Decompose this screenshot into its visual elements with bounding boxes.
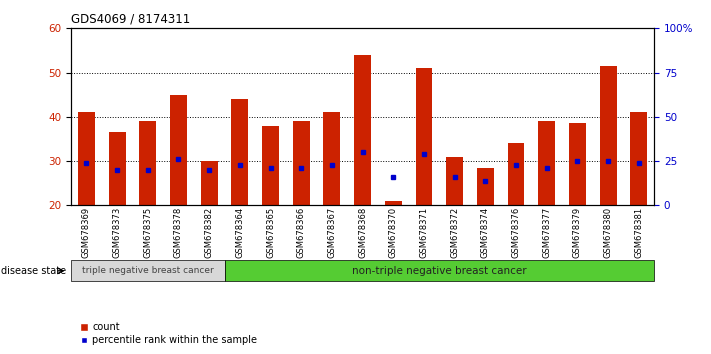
Bar — [232, 99, 248, 205]
Bar — [293, 121, 310, 205]
Bar — [324, 113, 341, 205]
Bar — [415, 68, 432, 205]
Text: non-triple negative breast cancer: non-triple negative breast cancer — [352, 266, 527, 276]
Bar — [201, 161, 218, 205]
Bar — [477, 168, 493, 205]
Bar — [354, 55, 371, 205]
Bar — [78, 113, 95, 205]
Bar — [569, 124, 586, 205]
Bar — [262, 126, 279, 205]
Bar — [599, 66, 616, 205]
Text: GDS4069 / 8174311: GDS4069 / 8174311 — [71, 12, 191, 25]
Bar — [538, 121, 555, 205]
Bar — [170, 95, 187, 205]
Text: disease state: disease state — [1, 266, 66, 276]
Bar — [139, 121, 156, 205]
Bar — [631, 113, 647, 205]
Bar — [508, 143, 525, 205]
Bar — [385, 201, 402, 205]
Text: triple negative breast cancer: triple negative breast cancer — [82, 266, 214, 275]
Bar — [109, 132, 126, 205]
Legend: count, percentile rank within the sample: count, percentile rank within the sample — [76, 319, 262, 349]
Bar — [447, 156, 463, 205]
